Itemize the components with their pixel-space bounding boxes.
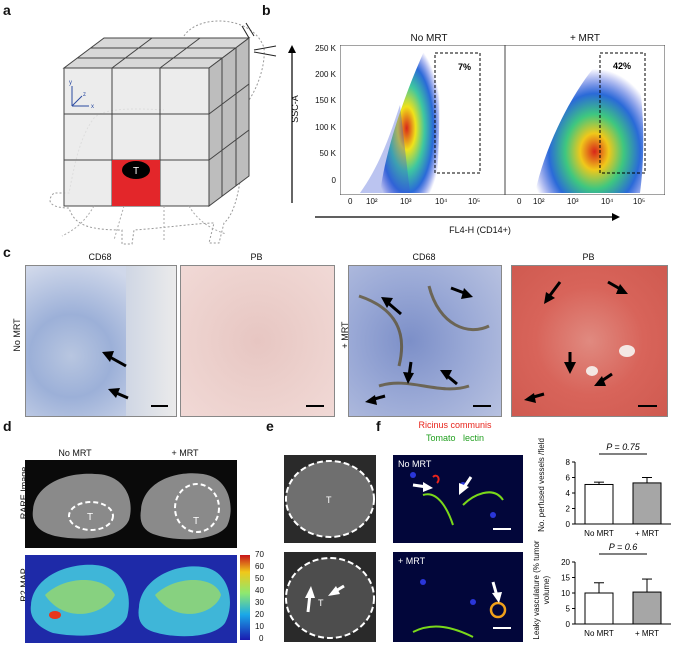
colorbar-ticks: 70 60 50 40 30 20 10 0 (255, 550, 264, 643)
mouse-legs (61, 205, 227, 241)
micro-label-no-mrt: No MRT (398, 459, 432, 469)
chart1-ytick-label: 4 (566, 489, 571, 498)
chart-leaky-vasculature: 20 15 10 5 0 No MRT + MRT P = 0.6 (561, 542, 671, 638)
panel-f-letter: f (376, 418, 381, 434)
svg-text:T: T (87, 512, 93, 523)
chart2-p-value: P = 0.6 (609, 542, 637, 552)
gate-pct: 7% (458, 62, 471, 72)
tumor-outline (68, 501, 114, 531)
histo-cd68-mrt (348, 265, 502, 417)
histo-title-1: CD68 (88, 252, 112, 262)
svg-text:T: T (318, 598, 324, 608)
chart2-category-label: No MRT (584, 629, 614, 638)
svg-text:T: T (193, 516, 199, 527)
ytick: 0 (331, 176, 336, 185)
ytick: 200 K (315, 70, 336, 79)
chart-perfused-vessels: 8 6 4 2 0 No MRT + MRT P = 0.75 (566, 442, 671, 538)
panel-d-letter: d (3, 418, 12, 434)
r2-colorbar (240, 555, 250, 640)
flow-y-axis-arrow (288, 45, 296, 203)
xtick: 10⁴ (601, 197, 614, 206)
micro-mrt: + MRT (393, 552, 523, 642)
rare-image-pair: T T (25, 460, 237, 548)
ytick: 50 K (319, 149, 336, 158)
panel-b-letter: b (262, 2, 271, 18)
svg-text:y: y (69, 80, 72, 86)
xtick: 0 (348, 197, 353, 206)
flow-x-axis-label: FL4-H (CD14+) (449, 225, 511, 235)
chart2-ytick-label: 5 (566, 605, 571, 614)
flow-title-mrt: + MRT (569, 33, 601, 44)
mouse-whiskers (241, 22, 277, 57)
tumor-label: T (133, 166, 139, 177)
xtick: 10⁵ (468, 197, 481, 206)
histo-cd68-no-mrt (25, 265, 177, 417)
flow-x-axis-arrow (315, 213, 620, 221)
ytick: 150 K (315, 96, 336, 105)
chart1-category-label: No MRT (584, 529, 614, 538)
chart2-ytick-label: 10 (561, 589, 570, 598)
stain-line1: Ricinus communis (418, 420, 492, 430)
xtick: 10³ (400, 197, 412, 206)
histo-pb-no-mrt (180, 265, 335, 417)
chart1-bar (632, 482, 662, 525)
xtick: 10⁵ (633, 197, 646, 206)
histo-row-label-left: No MRT (12, 318, 22, 352)
svg-text:x: x (91, 104, 94, 110)
gate-pct: 42% (613, 61, 631, 71)
chart1-p-value: P = 0.75 (606, 442, 640, 452)
flow-plot-no-mrt: 7% (340, 45, 505, 195)
histo-title-3: CD68 (412, 252, 436, 262)
gate-box (434, 52, 481, 174)
panel-a-letter: a (3, 2, 11, 18)
panel-e-letter: e (266, 418, 274, 434)
flow-x-ticks-1: 0 10² 10³ 10⁴ 10⁵ (340, 197, 505, 209)
xtick: 10⁴ (435, 197, 448, 206)
micro-no-mrt: No MRT (393, 455, 523, 543)
tumor-outline (174, 483, 220, 533)
xtick: 10³ (567, 197, 579, 206)
flow-title-no-mrt: No MRT (410, 33, 448, 44)
chart1-category-label: + MRT (635, 529, 659, 538)
panel-c-letter: c (3, 244, 11, 260)
chart2-bar (584, 592, 614, 625)
chart2-ytick-label: 15 (561, 574, 570, 583)
chart1-ytick-label: 0 (566, 520, 571, 529)
chart2-bar (632, 591, 662, 625)
xtick: 0 (517, 197, 522, 206)
flow-x-ticks-2: 0 10² 10³ 10⁴ 10⁵ (505, 197, 665, 209)
chart1-ytick-label: 6 (566, 474, 571, 483)
chart2-ytick-label: 20 (561, 558, 570, 567)
ytick: 250 K (315, 44, 336, 53)
mri-e-top: T (284, 455, 376, 543)
chart2-category-label: + MRT (635, 629, 659, 638)
r2-map-pair (25, 555, 237, 643)
chart1-ytick-label: 2 (566, 505, 571, 514)
xtick: 10² (533, 197, 545, 206)
histo-title-2: PB (250, 252, 263, 262)
micro-label-mrt: + MRT (398, 556, 426, 566)
flow-plot-mrt: 42% (505, 45, 665, 195)
histo-pb-mrt (511, 265, 668, 417)
ytick: 100 K (315, 123, 336, 132)
axes-icon: x y z (69, 80, 94, 110)
panel-a-mouse-grid-diagram: T x y z (49, 20, 277, 245)
mri-title-mrt: + MRT (171, 448, 199, 458)
stain-line2: Tomato lectin (425, 433, 485, 443)
gate-box (599, 52, 646, 174)
svg-text:z: z (83, 92, 86, 98)
tumor-marker (122, 161, 150, 179)
svg-text:T: T (326, 495, 332, 505)
histo-title-4: PB (582, 252, 595, 262)
mri-e-bottom: T (284, 552, 376, 642)
chart1-ytick-label: 8 (566, 458, 571, 467)
cube-right-face (208, 37, 250, 207)
chart2-ytick-label: 0 (566, 620, 571, 629)
mri-title-no-mrt: No MRT (58, 448, 92, 458)
chart1-bar (584, 483, 614, 525)
xtick: 10² (366, 197, 378, 206)
